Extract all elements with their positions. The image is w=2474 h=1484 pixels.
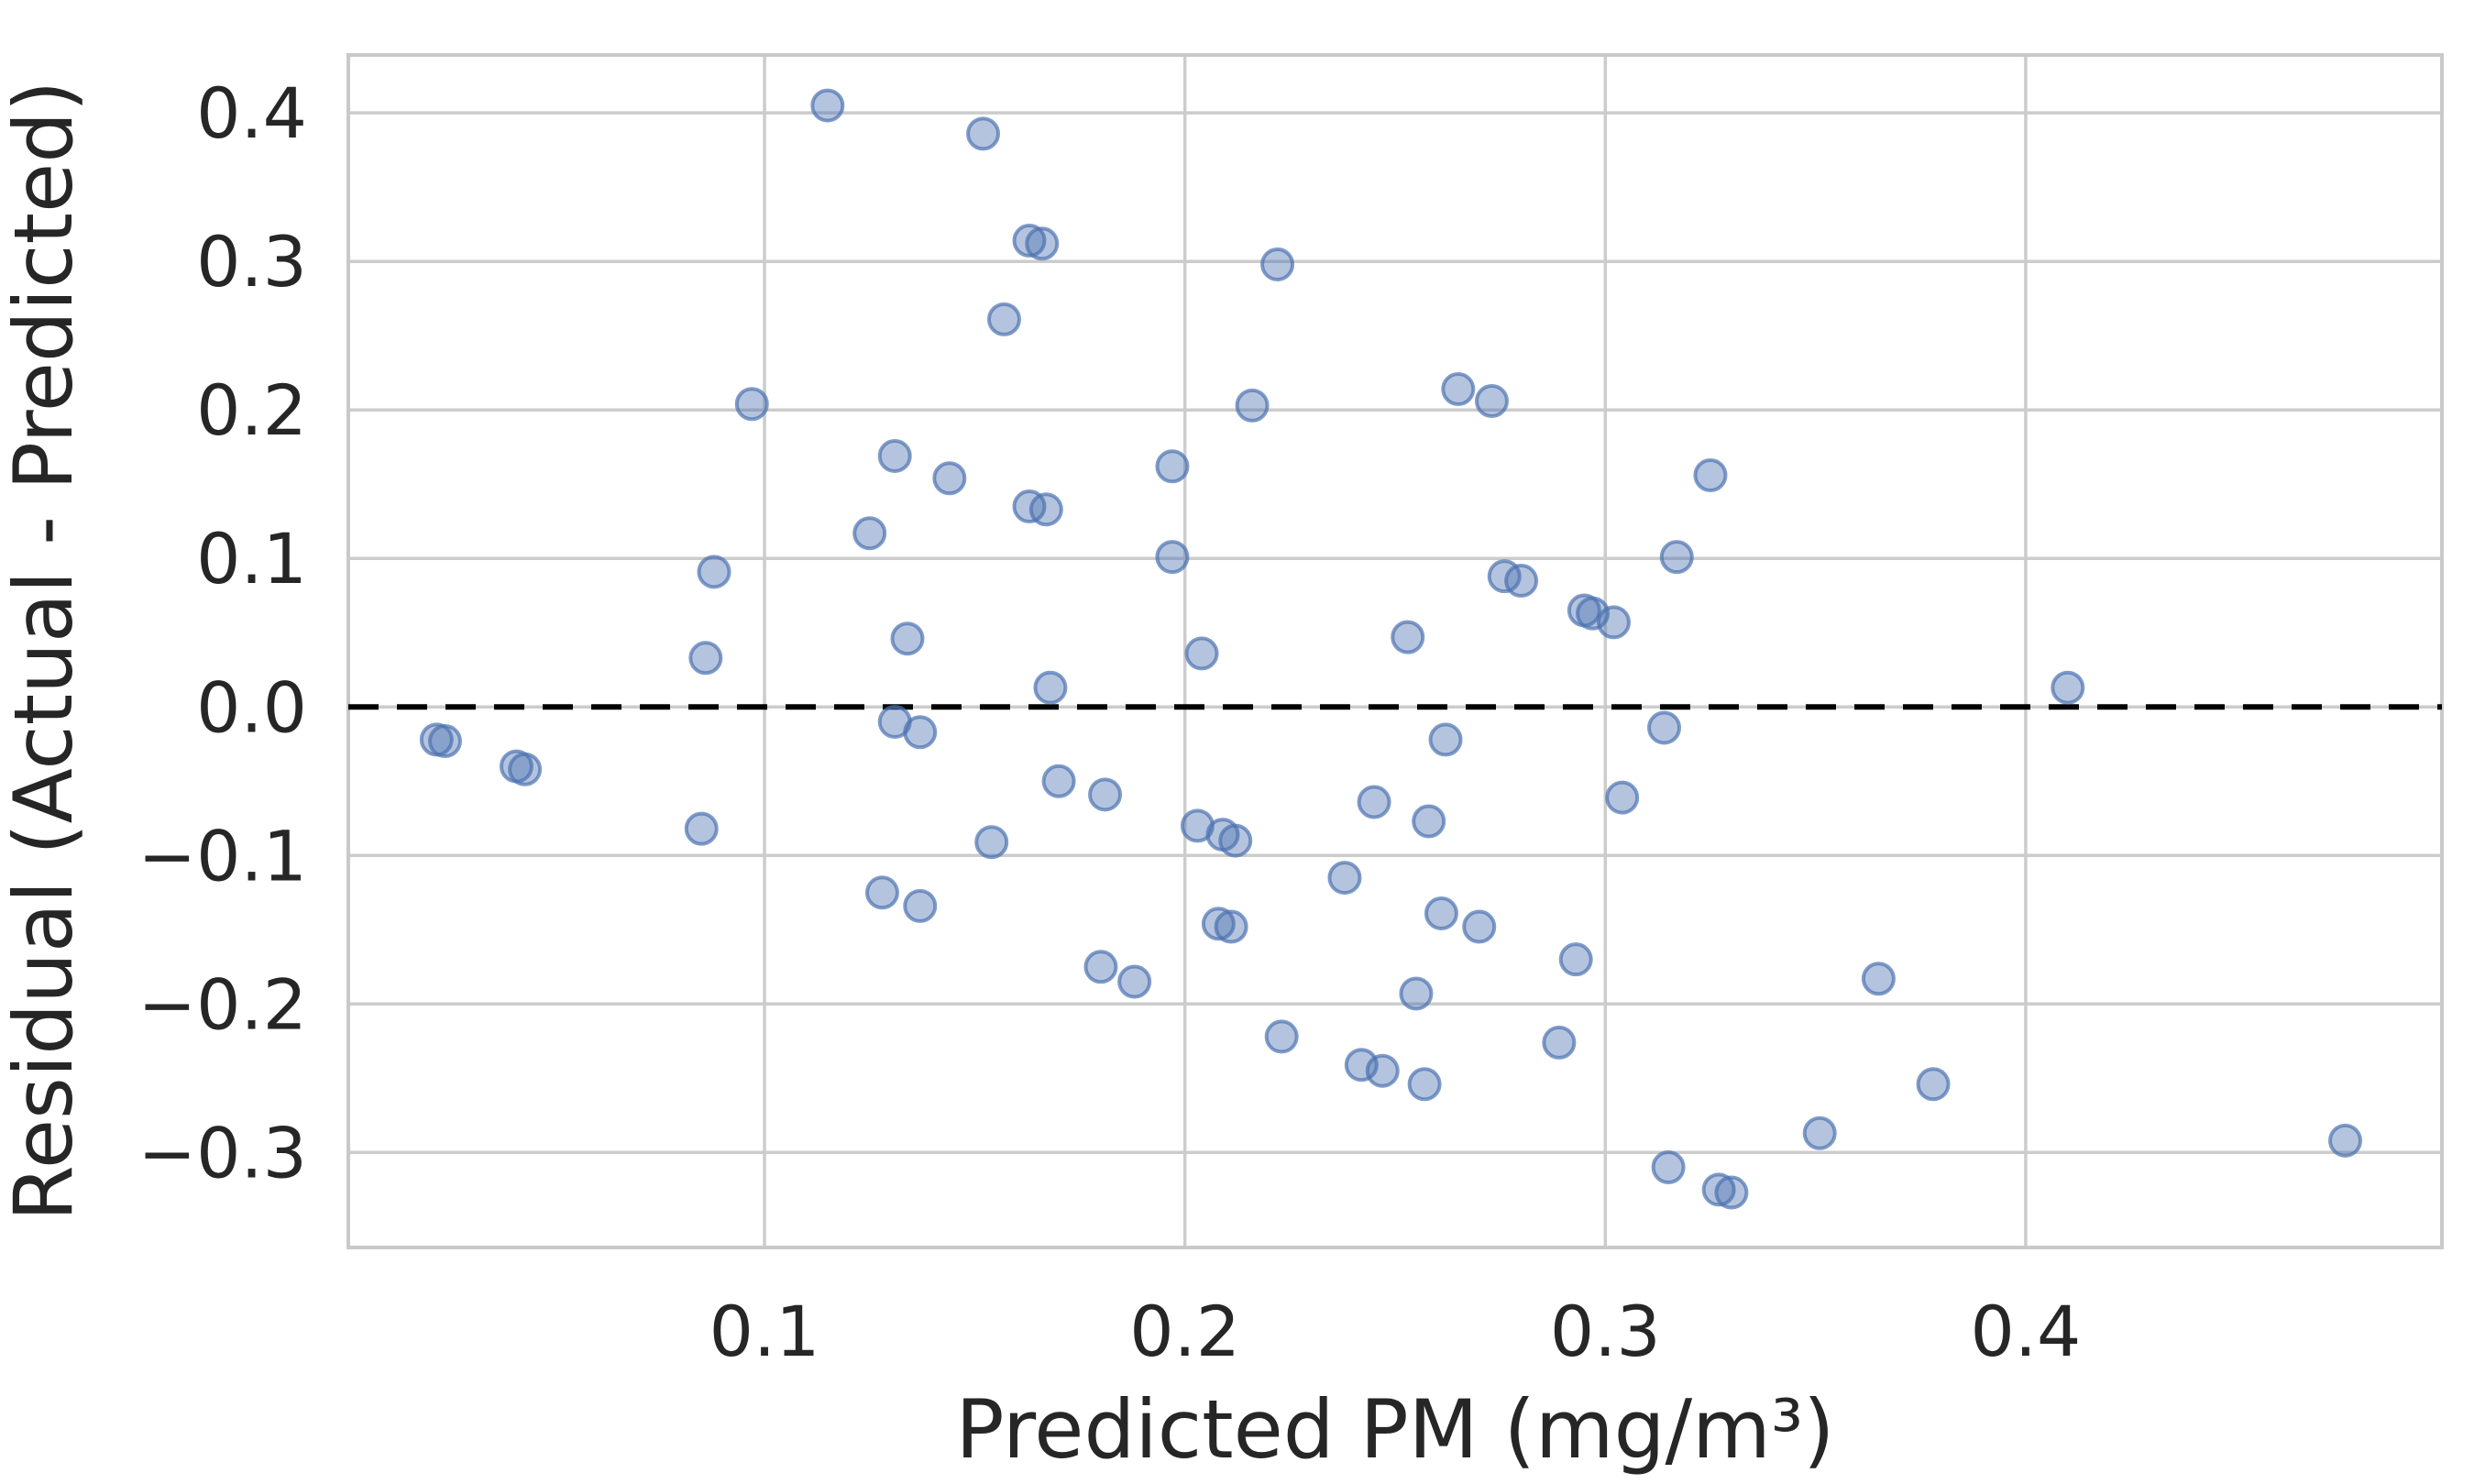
scatter-point: [1399, 976, 1434, 1011]
scatter-point: [1357, 785, 1391, 819]
scatter-point: [1802, 1116, 1837, 1150]
scatter-point: [1235, 388, 1270, 423]
scatter-point: [1391, 620, 1425, 654]
y-tick-label: 0.3: [196, 221, 307, 302]
y-tick-label: −0.3: [137, 1112, 307, 1193]
x-tick-label: 0.4: [1971, 1291, 2082, 1372]
scatter-point: [966, 116, 1001, 151]
scatter-point: [1462, 909, 1497, 944]
scatter-point: [1201, 907, 1236, 941]
scatter-point: [1504, 564, 1539, 599]
scatter-point: [1088, 777, 1123, 812]
scatter-point: [1041, 764, 1076, 798]
scatter-point: [1714, 1175, 1749, 1210]
y-tick-label: −0.2: [137, 963, 307, 1045]
x-tick-label: 0.2: [1129, 1291, 1240, 1372]
scatter-point: [1424, 896, 1458, 930]
scatter-point: [1028, 492, 1063, 527]
y-tick-labels: 0.4 0.3 0.2 0.1 0.0 −0.1 −0.2 −0.3: [137, 72, 307, 1193]
scatter-point: [688, 641, 723, 676]
scatter-point: [1605, 780, 1640, 815]
scatter-point: [508, 752, 543, 786]
scatter-point: [1155, 540, 1190, 575]
scatter-point: [903, 715, 938, 750]
scatter-point: [1155, 449, 1190, 484]
scatter-point: [697, 555, 731, 589]
scatter-point: [1033, 670, 1068, 705]
scatter-point: [877, 438, 912, 473]
scatter-point: [1012, 224, 1047, 258]
y-tick-label: 0.1: [196, 518, 307, 599]
scatter-point: [2328, 1123, 2363, 1158]
y-tick-label: −0.1: [137, 815, 307, 896]
scatter-point: [1260, 247, 1295, 281]
scatter-point: [2051, 670, 2085, 705]
scatter-point: [1184, 636, 1219, 671]
scatter-point: [986, 302, 1021, 336]
scatter-point: [1916, 1067, 1951, 1102]
scatter-point: [684, 811, 719, 846]
scatter-point: [890, 621, 925, 656]
scatter-point: [1647, 710, 1682, 745]
scatter-point: [1218, 823, 1253, 858]
scatter-point: [734, 387, 769, 422]
scatter-point: [1264, 1019, 1299, 1054]
scatter-point: [864, 875, 899, 910]
scatter-point: [1365, 1053, 1400, 1088]
scatter-point: [1327, 861, 1362, 896]
scatter-point: [1693, 458, 1728, 493]
scatter-point: [1441, 372, 1476, 407]
scatter-point: [1558, 942, 1593, 977]
scatter-point: [1474, 384, 1509, 419]
scatter-point: [903, 888, 938, 923]
scatter-point: [1596, 605, 1631, 640]
y-tick-label: 0.0: [196, 666, 307, 748]
x-axis-label: Predicted PM (mg/m³): [956, 1382, 1835, 1477]
x-tick-label: 0.1: [709, 1291, 820, 1372]
x-tick-label: 0.3: [1550, 1291, 1661, 1372]
x-tick-labels: 0.1 0.2 0.3 0.4: [709, 1291, 2082, 1372]
scatter-point: [932, 461, 967, 496]
scatter-point: [974, 825, 1009, 860]
scatter-point: [427, 724, 462, 759]
scatter-point: [1083, 950, 1118, 984]
scatter-points: [419, 88, 2363, 1210]
scatter-point: [810, 88, 845, 123]
scatter-point: [1025, 226, 1060, 261]
scatter-point: [852, 516, 887, 551]
scatter-point: [1651, 1150, 1686, 1185]
y-tick-label: 0.2: [196, 369, 307, 451]
scatter-point: [1861, 962, 1896, 996]
scatter-point: [1117, 964, 1152, 999]
scatter-point: [1701, 1172, 1736, 1207]
plot-border: [346, 53, 2444, 1249]
y-axis-label: Residual (Actual - Predicted): [0, 81, 91, 1222]
scatter-point: [1412, 804, 1446, 839]
scatter-point: [1542, 1025, 1577, 1060]
y-tick-label: 0.4: [196, 72, 307, 154]
scatter-point: [1659, 540, 1694, 575]
scatter-point: [1407, 1067, 1442, 1102]
scatter-point: [1214, 909, 1248, 944]
scatter-point: [1428, 722, 1463, 757]
